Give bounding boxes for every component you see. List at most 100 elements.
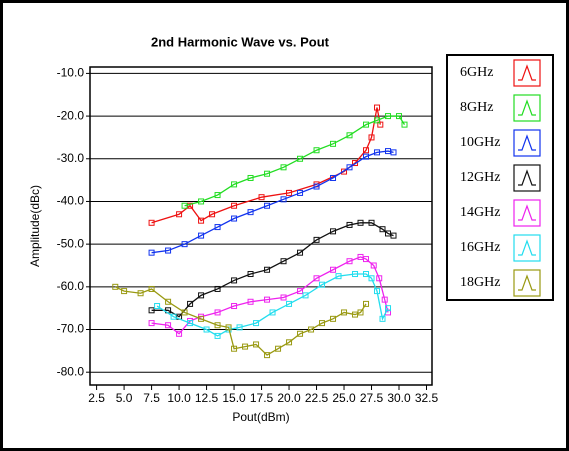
y-tick-label: -20.0 bbox=[57, 108, 85, 122]
marker bbox=[187, 300, 194, 307]
marker bbox=[275, 345, 282, 352]
marker bbox=[280, 164, 287, 171]
marker bbox=[148, 285, 155, 292]
marker bbox=[385, 113, 392, 120]
legend-swatch bbox=[513, 234, 541, 262]
legend-line bbox=[518, 239, 536, 256]
marker bbox=[236, 324, 243, 331]
marker bbox=[280, 258, 287, 265]
legend-label: 18GHz bbox=[460, 275, 500, 290]
marker bbox=[379, 226, 386, 233]
legend-line bbox=[518, 99, 536, 116]
marker bbox=[297, 189, 304, 196]
marker bbox=[264, 170, 271, 177]
marker bbox=[330, 174, 337, 181]
marker bbox=[198, 232, 205, 239]
marker bbox=[231, 277, 238, 284]
marker bbox=[148, 307, 155, 314]
marker bbox=[330, 315, 337, 322]
marker bbox=[363, 121, 370, 128]
marker bbox=[368, 275, 375, 282]
marker bbox=[176, 330, 183, 337]
marker bbox=[214, 309, 221, 316]
marker bbox=[148, 249, 155, 256]
marker bbox=[374, 117, 381, 124]
marker bbox=[377, 121, 384, 128]
marker bbox=[264, 266, 271, 273]
x-tick-label: 27.5 bbox=[360, 391, 384, 405]
marker bbox=[330, 228, 337, 235]
marker bbox=[363, 153, 370, 160]
marker bbox=[214, 322, 221, 329]
marker bbox=[286, 339, 293, 346]
marker bbox=[148, 320, 155, 327]
legend-line bbox=[518, 169, 536, 186]
marker bbox=[181, 202, 188, 209]
marker bbox=[170, 313, 177, 320]
series-line bbox=[156, 273, 389, 337]
marker bbox=[341, 168, 348, 175]
marker bbox=[313, 275, 320, 282]
marker bbox=[352, 271, 359, 278]
marker bbox=[187, 320, 194, 327]
y-tick-label: -30.0 bbox=[57, 151, 85, 165]
marker bbox=[363, 300, 370, 307]
marker bbox=[390, 232, 397, 239]
marker bbox=[231, 202, 238, 209]
marker bbox=[269, 309, 276, 316]
marker bbox=[253, 320, 260, 327]
marker bbox=[346, 258, 353, 265]
marker bbox=[148, 219, 155, 226]
legend-swatch bbox=[513, 129, 541, 157]
marker bbox=[137, 290, 144, 297]
series-line bbox=[151, 107, 381, 224]
legend-swatch bbox=[513, 94, 541, 122]
legend-line bbox=[518, 134, 536, 151]
marker bbox=[181, 309, 188, 316]
marker bbox=[335, 273, 342, 280]
legend-label: 16GHz bbox=[460, 240, 500, 255]
y-tick-label: -70.0 bbox=[57, 322, 85, 336]
marker bbox=[357, 219, 364, 226]
legend-line bbox=[518, 204, 536, 221]
marker bbox=[253, 341, 260, 348]
chart-title: 2nd Harmonic Wave vs. Pout bbox=[151, 34, 330, 49]
marker bbox=[330, 140, 337, 147]
marker bbox=[357, 309, 364, 316]
marker bbox=[198, 217, 205, 224]
marker bbox=[286, 300, 293, 307]
marker bbox=[297, 249, 304, 256]
marker bbox=[319, 320, 326, 327]
marker bbox=[346, 164, 353, 171]
legend-label: 10GHz bbox=[460, 135, 500, 150]
marker bbox=[401, 121, 408, 128]
marker bbox=[214, 192, 221, 199]
marker bbox=[198, 315, 205, 322]
marker bbox=[214, 224, 221, 231]
marker bbox=[264, 202, 271, 209]
marker bbox=[264, 296, 271, 303]
marker bbox=[112, 283, 119, 290]
marker bbox=[121, 288, 128, 295]
marker bbox=[385, 305, 392, 312]
marker bbox=[363, 271, 370, 278]
marker bbox=[368, 134, 375, 141]
marker bbox=[374, 149, 381, 156]
marker bbox=[181, 241, 188, 248]
marker bbox=[313, 236, 320, 243]
marker bbox=[247, 271, 254, 278]
marker bbox=[352, 160, 359, 167]
marker bbox=[280, 196, 287, 203]
marker bbox=[258, 194, 265, 201]
marker bbox=[381, 296, 388, 303]
marker bbox=[247, 174, 254, 181]
marker bbox=[308, 326, 315, 333]
marker bbox=[280, 294, 287, 301]
marker bbox=[363, 147, 370, 154]
marker bbox=[302, 292, 309, 299]
y-tick-label: -40.0 bbox=[57, 194, 85, 208]
marker bbox=[313, 183, 320, 190]
marker bbox=[313, 147, 320, 154]
y-tick-label: -80.0 bbox=[57, 364, 85, 378]
x-tick-label: 12.5 bbox=[195, 391, 219, 405]
